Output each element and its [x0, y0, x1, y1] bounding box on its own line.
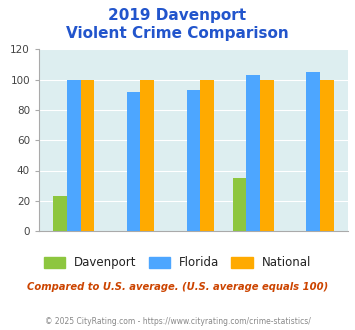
Legend: Davenport, Florida, National: Davenport, Florida, National — [39, 252, 316, 274]
Bar — [81, 80, 94, 231]
Bar — [127, 92, 141, 231]
Bar — [260, 80, 274, 231]
Bar — [320, 80, 334, 231]
Text: 2019 Davenport: 2019 Davenport — [108, 8, 247, 23]
Text: © 2025 CityRating.com - https://www.cityrating.com/crime-statistics/: © 2025 CityRating.com - https://www.city… — [45, 317, 310, 326]
Bar — [200, 80, 214, 231]
Bar — [233, 178, 246, 231]
Text: Violent Crime Comparison: Violent Crime Comparison — [66, 26, 289, 41]
Bar — [306, 72, 320, 231]
Bar — [187, 90, 200, 231]
Bar — [141, 80, 154, 231]
Bar — [53, 196, 67, 231]
Text: Compared to U.S. average. (U.S. average equals 100): Compared to U.S. average. (U.S. average … — [27, 282, 328, 292]
Bar — [246, 75, 260, 231]
Bar — [67, 80, 81, 231]
